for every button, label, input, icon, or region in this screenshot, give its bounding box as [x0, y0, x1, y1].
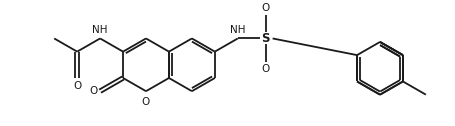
Text: S: S [261, 32, 270, 45]
Text: NH: NH [230, 25, 246, 35]
Text: NH: NH [92, 25, 108, 35]
Text: O: O [262, 3, 270, 13]
Text: O: O [73, 81, 81, 91]
Text: O: O [262, 64, 270, 74]
Text: O: O [142, 97, 150, 107]
Text: O: O [90, 86, 98, 96]
